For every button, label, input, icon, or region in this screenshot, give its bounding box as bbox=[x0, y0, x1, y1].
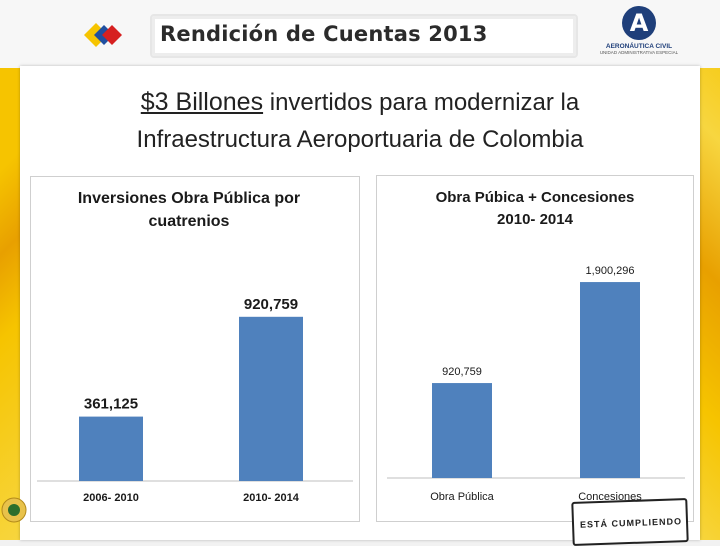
bar bbox=[79, 416, 143, 481]
chart-title-line: Obra Púbica + Concesiones bbox=[436, 189, 635, 206]
chart-panel-right: Obra Púbica + Concesiones 2010- 2014 920,7… bbox=[376, 175, 694, 522]
headline-line-1-rest: invertidos para modernizar la bbox=[263, 89, 580, 116]
bar bbox=[580, 282, 640, 478]
bar-value-label: 1,900,296 bbox=[586, 265, 635, 277]
bar-value-label: 361,125 bbox=[84, 396, 138, 413]
aeronautica-logo-icon: A bbox=[622, 6, 656, 40]
chart-cuatrenios: Inversiones Obra Pública por cuatrenios 36… bbox=[37, 190, 353, 504]
category-tick-label: 2006- 2010 bbox=[83, 492, 139, 504]
headline-line-1: $3 Billones invertidos para modernizar l… bbox=[0, 88, 720, 117]
bar-value-label: 920,759 bbox=[244, 296, 298, 313]
logo-line-2: UNIDAD ADMINISTRATIVA ESPECIAL bbox=[599, 50, 679, 55]
chart-title-line: Inversiones Obra Pública por bbox=[78, 190, 300, 207]
coat-of-arms-icon bbox=[1, 497, 27, 523]
bar-value-label: 920,759 bbox=[442, 366, 482, 378]
headline-emphasis: $3 Billones bbox=[140, 88, 264, 116]
chart-obra-concesiones: Obra Púbica + Concesiones 2010- 2014 920,7… bbox=[387, 189, 685, 503]
chart-title-line: 2010- 2014 bbox=[497, 211, 574, 228]
government-logo-icon bbox=[84, 23, 122, 47]
page-title: Rendición de Cuentas 2013 bbox=[160, 22, 488, 46]
category-tick-label: Obra Pública bbox=[430, 491, 494, 503]
cumpliendo-stamp: ESTÁ CUMPLIENDO bbox=[571, 497, 689, 546]
headline-line-2: Infraestructura Aeroportuaria de Colombi… bbox=[136, 126, 584, 153]
bar bbox=[432, 383, 492, 478]
chart-title-line: cuatrenios bbox=[149, 213, 230, 230]
aeronautica-civil-logo: A AERONÁUTICA CIVIL UNIDAD ADMINISTRATIV… bbox=[598, 6, 680, 64]
category-tick-label: 2010- 2014 bbox=[243, 492, 300, 504]
logo-line-1: AERONÁUTICA CIVIL bbox=[605, 43, 673, 50]
title-banner: Rendición de Cuentas 2013 bbox=[150, 14, 578, 58]
chart-panel-left: Inversiones Obra Pública por cuatrenios 36… bbox=[30, 176, 360, 522]
bar bbox=[239, 316, 303, 481]
stamp-text: ESTÁ CUMPLIENDO bbox=[579, 516, 683, 530]
